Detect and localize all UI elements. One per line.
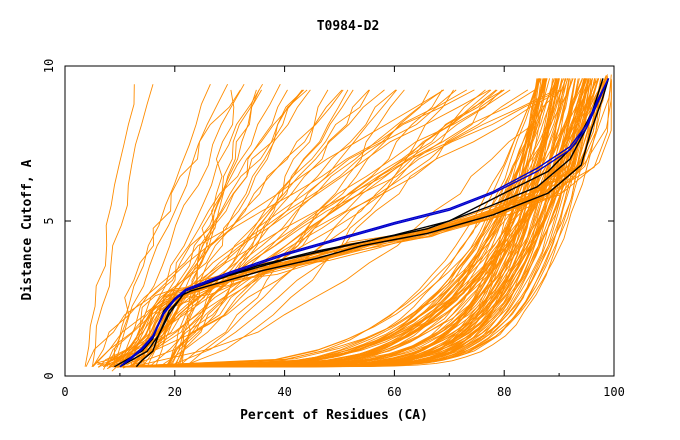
orange-series-131 [134,89,305,368]
orange-series-144 [120,83,245,367]
series-black-2 [119,78,610,368]
orange-series-132 [167,89,505,368]
orange-series-119 [116,89,563,367]
orange-series-80 [153,78,606,368]
orange-series-118 [178,89,260,367]
orange-series-107 [181,89,454,368]
orange-series-128 [181,89,370,367]
orange-series-91 [147,78,584,368]
orange-series-125 [102,89,354,368]
series-blue-2 [119,78,610,368]
orange-series-133 [132,89,562,368]
orange-series-130 [168,89,398,367]
orange-series-157 [106,82,596,363]
orange-series-group [84,74,612,372]
orange-series-31 [112,78,600,368]
orange-series-161 [108,77,607,368]
axis-ticks: 0 20 40 60 80 100 0 5 10 [42,59,625,399]
orange-series-123 [174,89,311,367]
chart-title: T0984-D2 [317,19,380,34]
y-tick-label-5: 5 [42,217,56,224]
x-tick-label-20: 20 [168,385,182,399]
y-tick-label-0: 0 [42,372,56,379]
orange-series-140 [84,84,135,367]
orange-series-143 [113,83,229,367]
orange-series-115 [92,89,308,368]
x-tick-label-80: 80 [497,385,511,399]
x-tick-label-40: 40 [277,385,291,399]
orange-series-142 [106,84,211,367]
series-blue-1 [119,78,610,368]
orange-series-71 [184,78,583,368]
series-black-3 [135,78,604,368]
orange-series-138 [177,89,405,368]
highlight-series-group [114,78,610,368]
orange-series-45 [131,78,590,368]
series-black-1 [114,78,610,368]
orange-series-150 [123,78,612,364]
orange-series-139 [173,89,329,367]
orange-series-121 [146,89,385,367]
orange-series-110 [167,89,257,367]
orange-series-127 [159,89,430,368]
orange-series-97 [113,89,241,367]
orange-series-92 [166,78,576,368]
orange-series-87 [138,78,587,368]
orange-series-126 [122,89,344,367]
y-tick-label-10: 10 [42,59,56,73]
orange-series-67 [158,78,545,368]
orange-series-122 [166,89,497,367]
orange-series-22 [174,78,555,368]
orange-series-86 [130,78,558,368]
orange-series-64 [117,78,544,368]
orange-series-94 [185,78,546,368]
x-tick-label-60: 60 [387,385,401,399]
orange-series-69 [134,78,540,368]
orange-series-113 [176,89,235,367]
orange-series-106 [92,89,445,367]
orange-series-100 [104,89,529,368]
orange-series-49 [122,78,557,368]
orange-series-112 [132,89,397,367]
orange-series-145 [130,83,263,367]
x-axis-label: Percent of Residues (CA) [240,408,428,423]
orange-series-43 [164,78,567,368]
orange-series-124 [98,89,492,368]
orange-series-141 [91,84,154,367]
orange-series-93 [178,78,560,368]
orange-series-89 [165,78,602,368]
y-axis-label: Distance Cutoff, A [20,159,35,300]
orange-series-98 [85,89,475,367]
orange-series-103 [168,89,511,367]
x-tick-label-100: 100 [603,385,625,399]
orange-series-162 [109,80,609,367]
orange-series-134 [128,89,443,368]
orange-series-120 [170,89,444,367]
x-tick-label-0: 0 [61,385,68,399]
